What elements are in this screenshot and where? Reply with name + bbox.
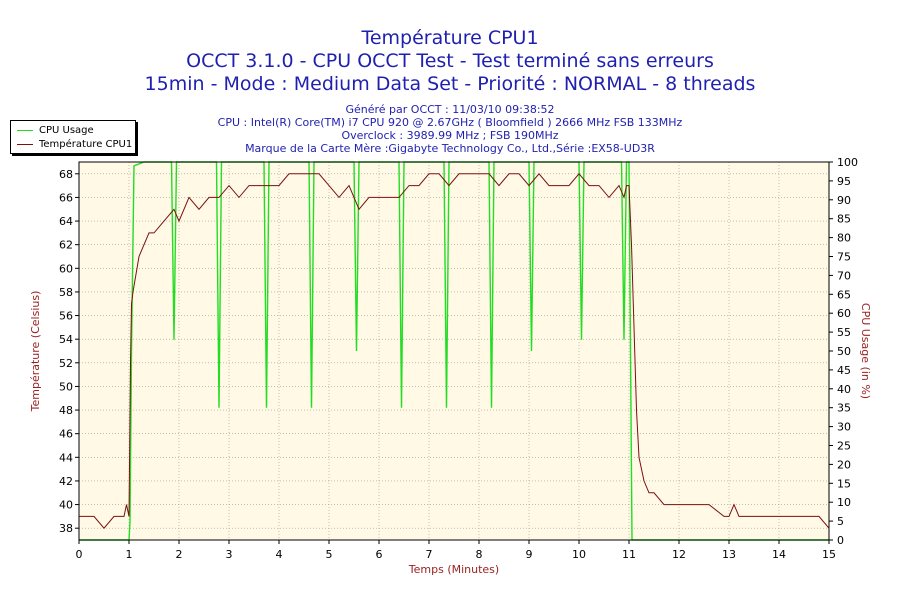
y-right-tick-label: 60	[837, 307, 851, 320]
y-left-tick-label: 54	[59, 333, 73, 346]
y-left-tick-label: 66	[59, 191, 73, 204]
x-tick-label: 15	[822, 548, 836, 561]
y-right-tick-label: 70	[837, 269, 851, 282]
x-tick-label: 12	[672, 548, 686, 561]
y-left-tick-label: 58	[59, 286, 73, 299]
x-tick-label: 4	[276, 548, 283, 561]
y-left-tick-label: 52	[59, 357, 73, 370]
y-right-tick-label: 80	[837, 232, 851, 245]
y-right-tick-label: 30	[837, 421, 851, 434]
y-axis-label-left: Température (Celsius)	[29, 291, 42, 413]
y-left-tick-label: 46	[59, 428, 73, 441]
legend-label-temperature: Température CPU1	[39, 138, 133, 150]
x-tick-label: 9	[526, 548, 533, 561]
y-right-tick-label: 25	[837, 440, 851, 453]
x-tick-label: 6	[376, 548, 383, 561]
y-right-tick-label: 95	[837, 175, 851, 188]
chart-title: Température CPU1	[361, 27, 539, 49]
x-tick-label: 11	[622, 548, 636, 561]
chart-subtitle: OCCT 3.1.0 - CPU OCCT Test - Test termin…	[186, 50, 714, 72]
y-left-tick-label: 48	[59, 404, 73, 417]
info-motherboard: Marque de la Carte Mère :Gigabyte Techno…	[245, 142, 655, 155]
y-right-tick-label: 100	[837, 156, 858, 169]
y-right-tick-label: 45	[837, 364, 851, 377]
y-right-tick-label: 65	[837, 288, 851, 301]
info-overclock: Overclock : 3989.99 MHz ; FSB 190MHz	[341, 129, 559, 142]
info-generated: Généré par OCCT : 11/03/10 09:38:52	[345, 103, 555, 116]
y-left-tick-label: 62	[59, 239, 73, 252]
y-right-tick-label: 10	[837, 496, 851, 509]
y-right-tick-label: 35	[837, 402, 851, 415]
series-group	[79, 161, 830, 541]
x-tick-label: 0	[76, 548, 83, 561]
chart-subtitle-2: 15min - Mode : Medium Data Set - Priorit…	[144, 73, 756, 95]
y-left-tick-label: 50	[59, 380, 73, 393]
x-tick-label: 7	[426, 548, 433, 561]
legend-swatch-cpu-usage	[17, 129, 33, 131]
y-left-tick-label: 40	[59, 499, 73, 512]
y-right-tick-label: 15	[837, 477, 851, 490]
y-right-tick-label: 0	[837, 534, 844, 547]
y-right-tick-label: 75	[837, 251, 851, 264]
legend: CPU Usage Température CPU1	[10, 120, 136, 154]
y-right-tick-label: 50	[837, 345, 851, 358]
x-tick-label: 2	[176, 548, 183, 561]
x-tick-label: 5	[326, 548, 333, 561]
x-tick-label: 10	[572, 548, 586, 561]
y-axis-label-right: CPU Usage (in %)	[859, 303, 872, 399]
x-tick-label: 3	[226, 548, 233, 561]
x-axis-label: Temps (Minutes)	[408, 563, 499, 576]
plot-area	[79, 162, 829, 540]
y-left-tick-label: 38	[59, 522, 73, 535]
y-left-tick-label: 60	[59, 262, 73, 275]
axis-ticks: 0 1 2 3 4 5 6 7 8 9 10 11 12 13 14 15384042444648505254…	[59, 156, 858, 561]
y-right-tick-label: 85	[837, 213, 851, 226]
y-right-tick-label: 55	[837, 326, 851, 339]
legend-item-temperature: Température CPU1	[17, 137, 132, 151]
x-tick-label: 1	[126, 548, 133, 561]
y-left-tick-label: 42	[59, 475, 73, 488]
x-tick-label: 14	[772, 548, 786, 561]
y-right-tick-label: 20	[837, 458, 851, 471]
y-right-tick-label: 5	[837, 515, 844, 528]
x-tick-label: 13	[722, 548, 736, 561]
y-right-tick-label: 40	[837, 383, 851, 396]
y-right-tick-label: 90	[837, 194, 851, 207]
info-cpu: CPU : Intel(R) Core(TM) i7 CPU 920 @ 2.6…	[217, 116, 683, 129]
x-tick-label: 8	[476, 548, 483, 561]
y-left-tick-label: 68	[59, 168, 73, 181]
y-left-tick-label: 64	[59, 215, 73, 228]
legend-item-cpu-usage: CPU Usage	[17, 123, 94, 137]
y-left-tick-label: 44	[59, 451, 73, 464]
legend-label-cpu-usage: CPU Usage	[39, 124, 94, 136]
legend-swatch-temperature	[17, 143, 33, 145]
series-line-temperature	[79, 173, 830, 529]
y-left-tick-label: 56	[59, 310, 73, 323]
